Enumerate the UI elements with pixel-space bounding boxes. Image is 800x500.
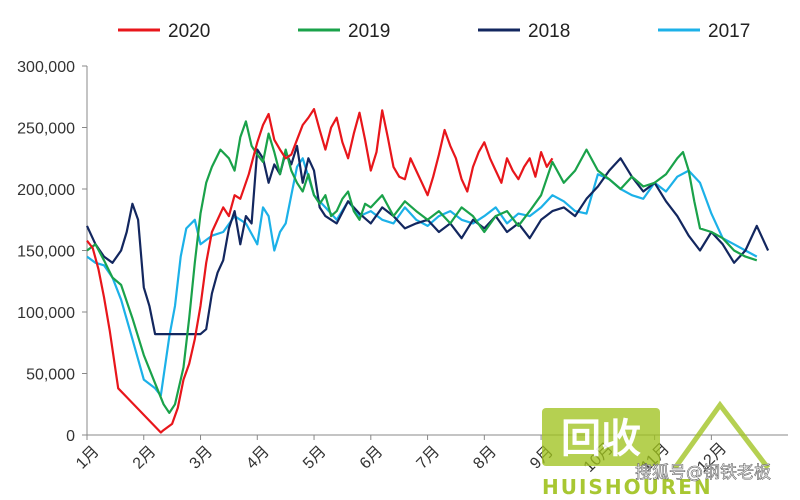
recycle-person-icon <box>672 400 770 470</box>
watermark: 回收 HUISHOUREN 搜狐号@钢铁老板 <box>542 400 771 499</box>
y-tick-label: 250,000 <box>17 121 75 138</box>
y-tick-label: 0 <box>66 428 75 445</box>
y-axis-ticks: 0 50,000 100,000 150,000 200,000 250,000 300,0… <box>17 59 87 445</box>
plot-series <box>86 107 770 434</box>
legend-item-2020: 2020 <box>118 21 210 42</box>
legend-item-2018: 2018 <box>478 21 570 42</box>
series-line-2018 <box>86 144 770 336</box>
series-line-2019 <box>86 120 758 414</box>
watermark-caption: 搜狐号@钢铁老板 <box>635 463 771 483</box>
series-line-2020 <box>86 107 554 434</box>
legend-label-2018: 2018 <box>528 21 570 42</box>
legend: 2020 2019 2018 2017 <box>118 21 750 42</box>
y-tick-label: 200,000 <box>17 182 75 199</box>
series-line-2017 <box>86 157 758 397</box>
legend-item-2017: 2017 <box>658 21 750 42</box>
legend-item-2019: 2019 <box>298 21 390 42</box>
y-tick-label: 100,000 <box>17 305 75 322</box>
legend-label-2020: 2020 <box>168 21 210 42</box>
legend-label-2019: 2019 <box>348 21 390 42</box>
watermark-brand-text: HUISHOUREN <box>542 475 713 499</box>
y-tick-label: 300,000 <box>17 59 75 76</box>
y-tick-label: 50,000 <box>26 367 75 384</box>
watermark-logo-text: 回收 <box>561 416 641 462</box>
y-tick-label: 150,000 <box>17 244 75 261</box>
watermark-logo-box <box>542 408 660 466</box>
legend-label-2017: 2017 <box>708 21 750 42</box>
